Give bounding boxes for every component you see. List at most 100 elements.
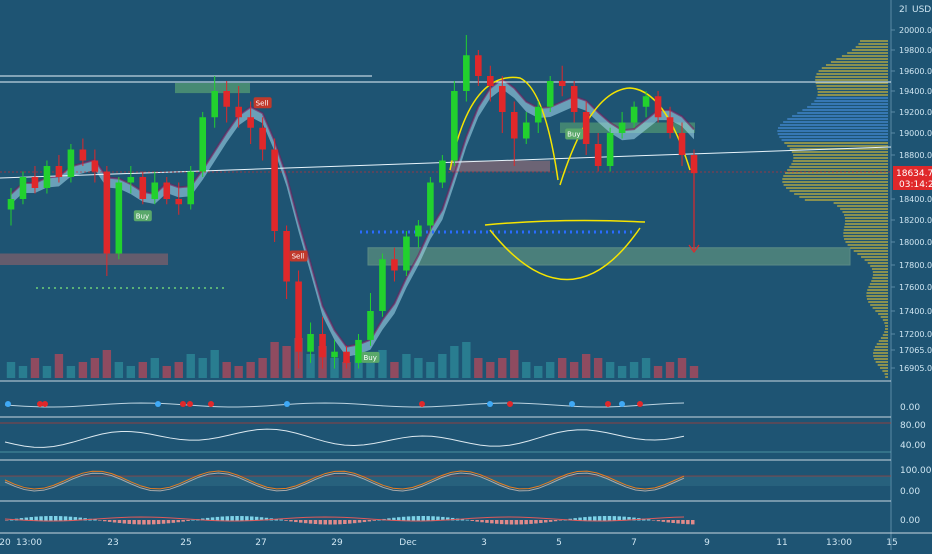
volume-profile-bar [844,223,888,225]
volume-bar [114,362,124,378]
macd-bar [583,517,587,521]
pane1-dot [419,401,425,407]
volume-profile-bar [816,85,888,87]
time-label: 23 [107,538,118,548]
time-label: 13:00 [16,538,42,548]
ribbon-edge [10,77,695,348]
volume-profile-bar [872,274,888,276]
countdown: 03:14:22 [899,180,932,190]
volume-bar [102,350,112,378]
macd-bar [98,520,102,521]
volume-profile-bar [786,187,888,189]
macd-bar [661,520,666,522]
macd-bar [156,520,161,525]
time-label: Dec [399,538,416,548]
volume-bar [569,362,579,378]
volume-bar [605,362,615,378]
volume-profile-bar [868,286,888,288]
candle-body [127,177,135,183]
macd-bar [651,520,656,521]
macd-bar [588,516,592,521]
price-tick-label: 17065.00 [899,346,932,355]
time-label: 13:00 [826,538,852,548]
candle-body [163,182,171,199]
volume-profile-bar [882,370,888,372]
macd-bar [78,517,82,521]
volume-profile-bar [866,295,888,297]
macd-bar [642,518,646,521]
volume-profile-bar [875,310,888,312]
macd-bar [681,520,685,524]
time-axis[interactable]: 20 13:00 23 25 27 29 Dec 3 5 7 9 11 13:00 15 [0,538,898,548]
candle-body [175,199,183,205]
volume-profile-bar [874,358,888,360]
volume-profile-bar [882,334,888,336]
resistance-zone [175,83,250,94]
pane3-k-line [4,470,685,490]
volume-bar [378,350,387,378]
candles[interactable] [7,35,698,369]
volume-bar [462,342,471,378]
candle-body [415,225,422,237]
volume-profile-bar [844,214,888,216]
macd-bar [142,520,146,525]
volume-profile-bar [799,196,888,198]
price-tick-label: 17200.00 [899,330,932,339]
trend-ribbon [10,77,695,357]
volume-bar [306,354,315,378]
candle-body [355,339,362,363]
time-label: 15 [886,538,897,548]
currency-prefix: 2l [899,5,907,15]
buy-signal-label: Buy [567,131,580,139]
price-tick-label: 18800.00 [899,151,932,160]
volume-bar [510,350,519,378]
macd-bar [352,520,357,524]
volume-profile-bar [782,178,888,180]
volume-profile-bar [807,106,888,108]
macd-bar [436,516,440,521]
candle-body [630,106,638,123]
price-scale[interactable]: 2l USD [890,0,931,550]
volume-profile-bar [792,160,888,162]
candle-body [690,155,698,174]
volume-profile-bar [792,115,888,117]
macd-bar [343,520,347,525]
volume-bar [198,358,207,378]
pane1-tick-0: 0.00 [900,403,920,413]
pane3-band [0,476,891,486]
macd-bar [338,520,342,525]
volume-profile-bar [804,199,888,201]
volume-profile-bar [793,157,888,159]
macd-bar [446,517,450,521]
macd-bar [627,517,631,521]
pane2-tick-0: 80.00 [900,421,926,431]
target-arrow-head [688,244,700,254]
macd-bar [137,520,141,525]
macd-bar [299,520,303,523]
candle-body [19,177,27,199]
price-tick-label: 19000.00 [899,129,932,138]
volume-profile-bar [873,355,888,357]
macd-bar [215,516,220,521]
volume-profile-bar [864,259,888,261]
buy-signal-badge [565,128,584,140]
macd-bar [112,520,117,523]
candle-body [391,259,398,271]
volume-profile-bar [783,175,888,177]
volume-profile-bar [840,208,888,210]
pane1-dot [208,401,214,407]
candle-body [247,117,254,128]
macd-bar [460,519,465,521]
candle-body [642,96,650,107]
macd-bar [480,520,484,523]
volume-profile-bar [791,151,888,153]
macd-bar [539,520,543,524]
macd-bar [666,520,670,523]
macd-bar [303,520,308,524]
candle-body [7,199,15,210]
pane1-dot [42,401,48,407]
volume-bar [90,358,100,378]
candle-body [139,177,147,199]
